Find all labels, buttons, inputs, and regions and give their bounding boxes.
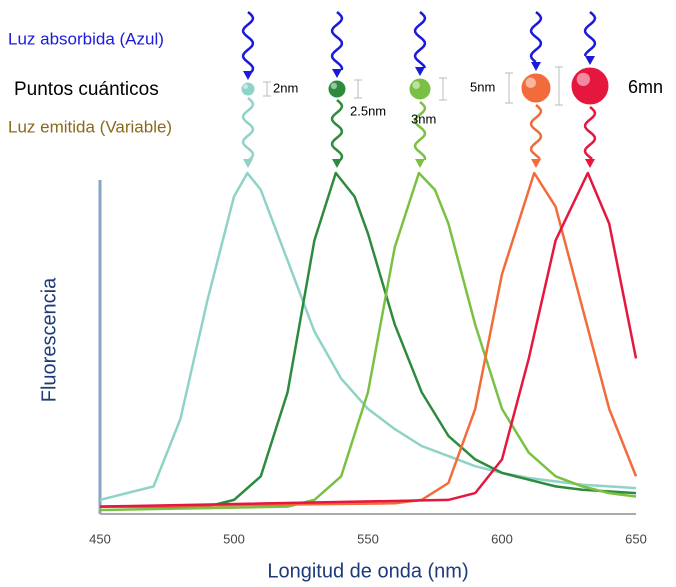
dot-size-label: 5nm — [470, 79, 495, 94]
quantum-dot — [571, 67, 609, 105]
size-bracket — [354, 80, 362, 98]
dot-size-label: 3nm — [411, 111, 436, 126]
spectrum-line — [100, 173, 636, 500]
absorbed-arrow-head — [243, 71, 253, 80]
x-tick-label: 500 — [223, 531, 245, 546]
emitted-arrow-head — [585, 159, 595, 168]
dot-shine — [577, 73, 590, 86]
emitted-label: Luz emitida (Variable) — [8, 117, 172, 136]
emitted-arrow — [243, 98, 253, 160]
absorbed-label: Luz absorbida (Azul) — [8, 29, 164, 48]
emitted-arrow-head — [531, 159, 541, 168]
emitted-arrow-head — [415, 159, 425, 168]
absorbed-arrow — [332, 12, 342, 70]
size-bracket — [505, 73, 513, 103]
x-tick-label: 550 — [357, 531, 379, 546]
emitted-arrow-head — [332, 159, 342, 168]
dot-size-label: 2nm — [273, 80, 298, 95]
quantum-dot — [328, 80, 346, 98]
x-axis-label: Longitud de onda (nm) — [267, 560, 468, 582]
y-axis-label: Fluorescencia — [38, 277, 60, 402]
dot-size-label: 2.5nm — [350, 103, 386, 118]
emitted-arrow-head — [243, 159, 253, 168]
absorbed-arrow-head — [332, 69, 342, 78]
dot-shine — [331, 83, 337, 89]
x-tick-label: 600 — [491, 531, 513, 546]
dot-shine — [526, 78, 537, 89]
absorbed-arrow — [585, 12, 595, 56]
emitted-arrow — [531, 105, 541, 159]
absorbed-arrow — [531, 12, 541, 62]
dots-label: Puntos cuánticos — [14, 79, 159, 100]
emitted-arrow — [585, 107, 595, 159]
spectrum-line — [100, 173, 636, 507]
size-bracket — [263, 82, 271, 96]
spectrum-line — [100, 173, 636, 510]
x-tick-label: 450 — [89, 531, 111, 546]
absorbed-arrow-head — [415, 67, 425, 76]
dot-size-label: 6mn — [628, 77, 663, 97]
emitted-arrow — [332, 100, 342, 160]
absorbed-arrow — [243, 12, 253, 72]
chart: Luz absorbida (Azul) Puntos cuánticos Lu… — [0, 0, 676, 587]
absorbed-arrow-head — [585, 56, 595, 65]
absorbed-arrow — [415, 12, 425, 68]
quantum-dot — [521, 73, 551, 103]
size-bracket — [555, 67, 563, 105]
dot-shine — [243, 84, 248, 89]
x-tick-label: 650 — [625, 531, 647, 546]
spectrum-line — [100, 173, 636, 507]
quantum-dot — [241, 82, 255, 96]
quantum-dot — [409, 78, 431, 100]
absorbed-arrow-head — [531, 62, 541, 71]
spectrum-line — [100, 173, 636, 507]
size-bracket — [439, 78, 447, 100]
dot-shine — [412, 81, 420, 89]
